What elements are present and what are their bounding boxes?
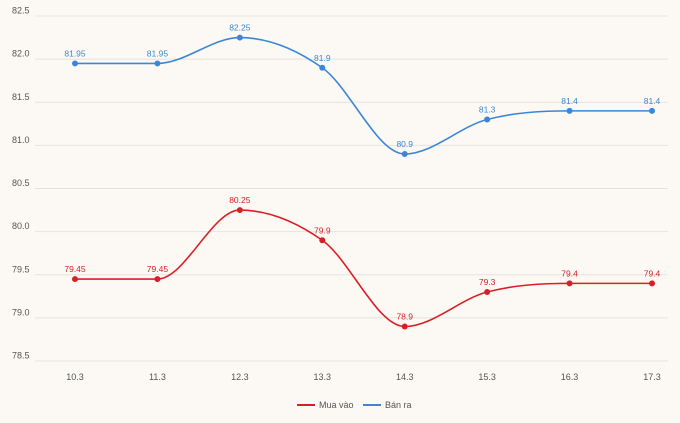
x-tick-label: 11.3 — [149, 372, 166, 382]
x-tick-label: 12.3 — [231, 372, 249, 382]
legend: Mua vào Bán ra — [297, 400, 412, 410]
series-group: 79.45 79.45 80.25 79.9 78.9 79.3 79.4 79.4 81.95… — [64, 23, 661, 330]
x-tick-label: 16.3 — [561, 372, 579, 382]
data-point — [649, 107, 655, 114]
y-tick-label: 79.0 — [12, 307, 30, 317]
data-point — [319, 237, 326, 244]
y-tick-label: 78.5 — [12, 351, 30, 361]
series-line-mua-vao — [74, 209, 652, 328]
data-label: 79.4 — [561, 268, 578, 278]
data-label: 80.25 — [229, 195, 251, 205]
data-label: 78.9 — [396, 312, 413, 322]
y-tick-label: 80.0 — [12, 221, 30, 231]
x-tick-label: 13.3 — [314, 372, 332, 382]
legend-item: Mua vào — [297, 400, 354, 410]
x-tick-label: 14.3 — [396, 372, 414, 382]
y-axis: 78.5 79.0 79.5 80.0 80.5 81.0 81.5 82.0 82.5 — [12, 6, 30, 361]
x-tick-label: 15.3 — [478, 372, 496, 382]
data-point — [72, 276, 78, 283]
data-point — [72, 60, 78, 67]
series-line-ban-ra — [74, 36, 652, 155]
legend-label: Bán ra — [385, 400, 412, 410]
x-axis: 10.3 11.3 12.3 13.3 14.3 15.3 16.3 17.3 — [66, 372, 661, 382]
data-label: 81.9 — [314, 53, 331, 63]
data-label: 79.9 — [314, 225, 331, 235]
y-tick-label: 81.5 — [12, 92, 30, 102]
series-ban-ra: 81.95 81.95 82.25 81.9 80.9 81.3 81.4 81.4 — [64, 23, 661, 157]
data-point — [566, 280, 573, 287]
data-label: 80.9 — [396, 139, 413, 149]
y-tick-label: 81.0 — [12, 135, 30, 145]
y-tick-label: 79.5 — [12, 264, 30, 274]
data-point — [154, 60, 161, 67]
data-label: 82.25 — [229, 23, 251, 33]
data-label: 79.4 — [644, 268, 661, 278]
legend-label: Mua vào — [319, 400, 354, 410]
data-label: 81.95 — [147, 48, 169, 58]
x-tick-label: 10.3 — [66, 372, 84, 382]
data-point — [154, 276, 161, 283]
data-label: 79.45 — [147, 264, 169, 274]
y-tick-label: 82.5 — [12, 6, 30, 16]
x-tick-label: 17.3 — [643, 372, 661, 382]
data-point — [484, 289, 491, 295]
data-point — [401, 323, 408, 330]
legend-item: Bán ra — [363, 400, 412, 410]
grid-lines — [35, 15, 668, 362]
data-point — [566, 107, 573, 114]
data-label: 79.45 — [64, 264, 86, 274]
data-point — [319, 64, 326, 71]
data-point — [401, 151, 408, 157]
data-label: 81.95 — [64, 48, 86, 58]
data-label: 81.4 — [561, 96, 578, 106]
data-point — [236, 34, 243, 41]
data-label: 81.3 — [479, 105, 496, 115]
y-tick-label: 80.5 — [12, 178, 30, 188]
data-label: 81.4 — [644, 96, 661, 106]
series-mua-vao: 79.45 79.45 80.25 79.9 78.9 79.3 79.4 79.4 — [64, 195, 661, 330]
y-tick-label: 82.0 — [12, 49, 30, 59]
data-label: 79.3 — [479, 277, 496, 287]
data-point — [236, 207, 243, 214]
data-point — [484, 116, 491, 123]
data-point — [649, 280, 655, 287]
